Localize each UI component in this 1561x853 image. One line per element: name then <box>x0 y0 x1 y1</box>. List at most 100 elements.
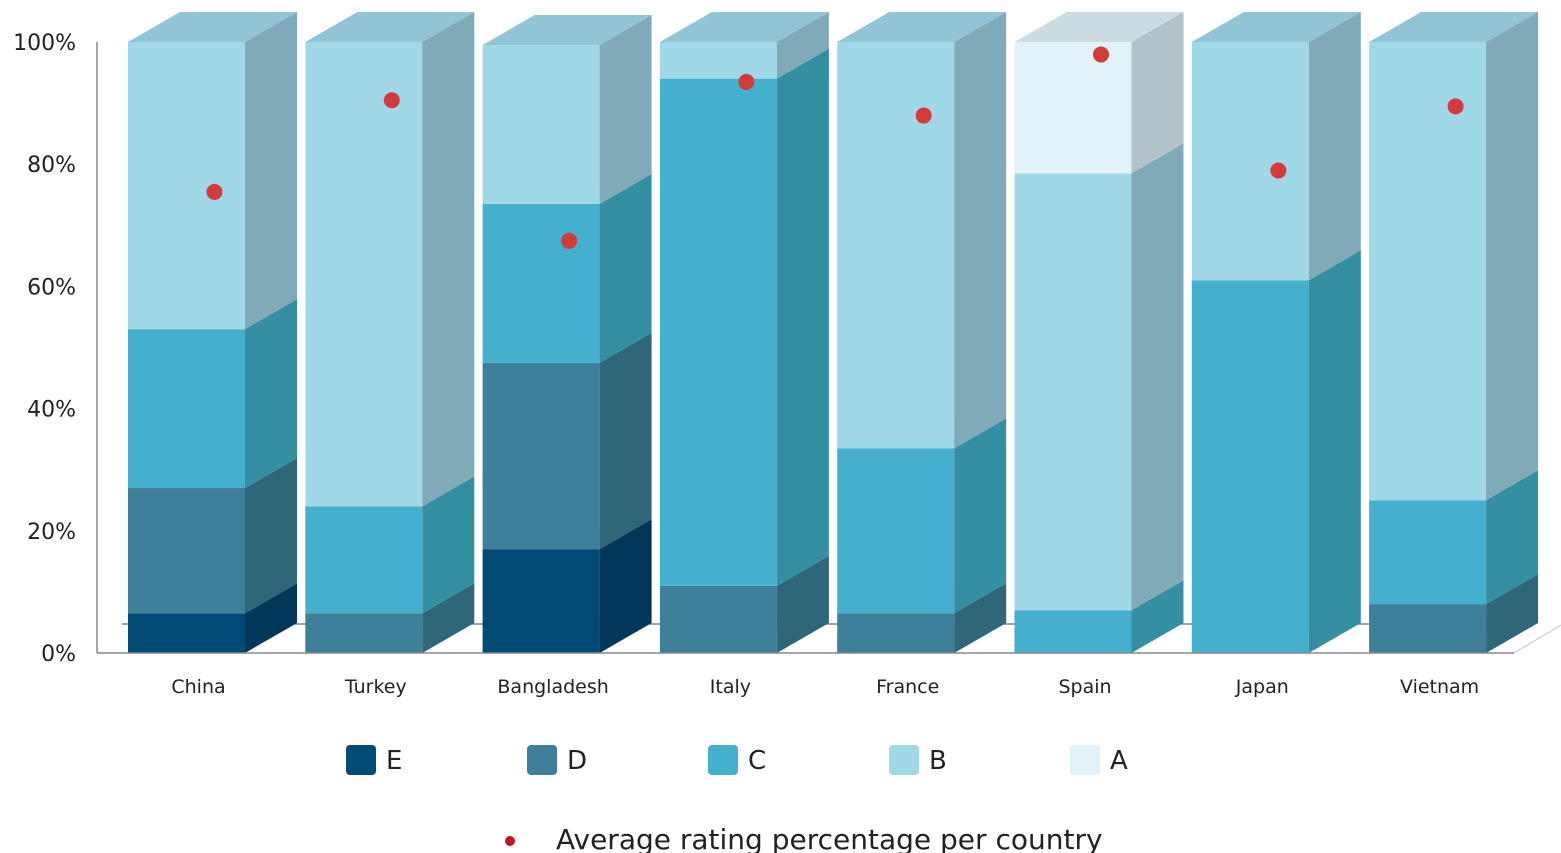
bar-segment-china-c-side <box>245 299 297 489</box>
average-dot-turkey <box>383 92 400 109</box>
bar-segment-italy-d-side <box>776 555 829 653</box>
bar-segment-japan-b <box>1191 42 1309 281</box>
x-tick-label-japan: Japan <box>1235 676 1289 698</box>
bar-segment-turkey-d-side <box>422 583 475 653</box>
bar-stack-bangladesh <box>482 15 652 653</box>
bar-segment-bangladesh-b-side <box>599 15 652 204</box>
bar-segment-italy-c <box>659 78 777 586</box>
bar-segment-vietnam-d-side <box>1486 574 1539 653</box>
bar-segment-china-e-side <box>245 583 297 653</box>
y-tick-label-80: 80% <box>27 153 76 178</box>
bar-segment-spain-c <box>1014 610 1132 653</box>
x-tick-label-spain: Spain <box>1058 676 1111 698</box>
bar-segment-china-b <box>128 42 245 330</box>
legend-swatch-b <box>889 745 919 775</box>
average-legend-marker <box>505 836 515 846</box>
bar-segment-turkey-d <box>305 613 423 653</box>
x-tick-label-france: France <box>876 676 939 698</box>
bar-segment-china-c <box>128 329 245 489</box>
x-tick-label-turkey: Turkey <box>344 676 407 698</box>
x-tick-label-vietnam: Vietnam <box>1400 676 1479 698</box>
bar-segment-spain-b-side <box>1131 143 1184 611</box>
bar-stack-vietnam <box>1369 12 1539 653</box>
bar-segment-france-c-side <box>954 418 1007 614</box>
bar-stack-france <box>837 12 1007 653</box>
bar-stack-japan <box>1191 12 1361 654</box>
average-legend: Average rating percentage per country <box>505 823 1103 853</box>
average-dot-china <box>206 183 223 200</box>
bar-top-bangladesh <box>482 15 652 46</box>
bar-segment-turkey-b <box>305 42 423 507</box>
bar-top-japan <box>1191 12 1361 42</box>
bar-segment-china-b-side <box>245 12 297 330</box>
legend-swatch-d <box>527 745 557 775</box>
bars-group <box>128 12 1539 654</box>
bar-segment-france-b <box>837 42 955 449</box>
y-tick-label-0: 0% <box>41 642 76 667</box>
bar-segment-turkey-b-side <box>422 12 475 507</box>
legend-swatch-a <box>1070 745 1100 775</box>
bar-segment-turkey-c-side <box>422 476 475 614</box>
bar-segment-italy-c-side <box>776 48 829 586</box>
bar-top-vietnam <box>1369 12 1539 42</box>
legend-label-e: E <box>386 746 402 776</box>
bar-segment-bangladesh-d <box>482 362 600 550</box>
legend-label-a: A <box>1110 746 1128 776</box>
average-markers <box>206 46 1464 249</box>
bar-segment-spain-c-side <box>1131 580 1184 653</box>
bar-segment-italy-b <box>659 42 777 79</box>
x-tick-label-bangladesh: Bangladesh <box>497 676 608 698</box>
bar-stack-china <box>128 12 297 653</box>
y-tick-label-20: 20% <box>27 520 76 545</box>
average-legend-label: Average rating percentage per country <box>556 823 1103 853</box>
average-dot-bangladesh <box>561 232 578 249</box>
average-dot-france <box>915 107 932 124</box>
bar-stack-turkey <box>305 12 475 653</box>
axes <box>96 42 1514 654</box>
floor-right-edge <box>1513 624 1561 654</box>
bar-segment-vietnam-c-side <box>1486 470 1539 605</box>
bar-segment-bangladesh-e <box>482 549 600 653</box>
legend-swatch-c <box>708 745 738 775</box>
bar-segment-bangladesh-e-side <box>599 519 652 653</box>
bar-segment-vietnam-b-side <box>1486 12 1539 501</box>
bar-segment-china-e <box>128 613 245 653</box>
bar-segment-china-d-side <box>245 458 297 614</box>
bar-segment-spain-a <box>1014 42 1132 174</box>
bar-stack-italy <box>659 12 829 653</box>
bar-segment-france-d <box>837 613 955 653</box>
legend-label-c: C <box>748 746 766 776</box>
bar-segment-japan-c <box>1191 280 1309 653</box>
bar-segment-bangladesh-b <box>482 45 600 204</box>
y-tick-label-60: 60% <box>27 275 76 300</box>
bar-segment-china-d <box>128 488 245 614</box>
bar-segment-spain-b <box>1014 173 1132 611</box>
y-tick-label-40: 40% <box>27 398 76 423</box>
bar-segment-japan-b-side <box>1308 12 1361 281</box>
bar-segment-vietnam-b <box>1369 42 1487 501</box>
y-tick-label-100: 100% <box>13 31 76 56</box>
bar-top-italy <box>659 12 829 42</box>
bar-stack-spain <box>1014 12 1184 653</box>
y-axis-ticks: 0% 20% 40% 60% 80% 100% <box>13 31 76 667</box>
bar-segment-italy-b-side <box>776 12 829 79</box>
bar-top-spain <box>1014 12 1184 42</box>
bar-segment-turkey-c <box>305 506 423 614</box>
x-tick-label-china: China <box>171 676 225 698</box>
bar-segment-japan-c-side <box>1308 250 1361 654</box>
bar-segment-bangladesh-c-side <box>599 173 652 363</box>
x-tick-label-italy: Italy <box>710 676 751 698</box>
bar-top-china <box>128 12 297 42</box>
bar-segment-france-b-side <box>954 12 1007 449</box>
bar-segment-france-d-side <box>954 583 1007 653</box>
bar-segment-spain-a-side <box>1131 12 1184 174</box>
bar-segment-bangladesh-c <box>482 203 600 363</box>
bar-segment-france-c <box>837 448 955 614</box>
bar-segment-vietnam-d <box>1369 604 1487 653</box>
bar-top-france <box>837 12 1007 42</box>
x-axis-ticks: China Turkey Bangladesh Italy France Spain Jap… <box>171 676 1479 698</box>
average-dot-japan <box>1270 162 1287 179</box>
legend-label-b: B <box>929 746 947 776</box>
